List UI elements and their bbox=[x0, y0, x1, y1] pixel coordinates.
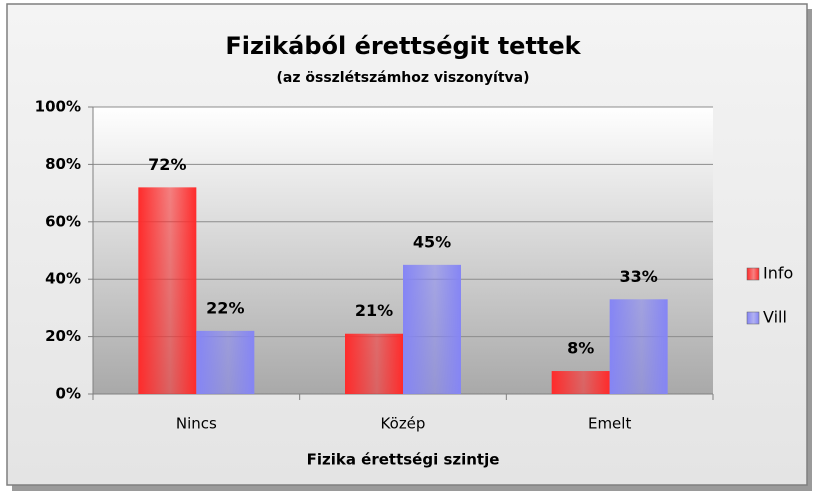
legend-label: Vill bbox=[763, 308, 787, 327]
y-tick-label: 80% bbox=[45, 155, 81, 173]
y-tick-label: 100% bbox=[35, 98, 81, 116]
y-tick-label: 20% bbox=[45, 327, 81, 345]
bar bbox=[403, 264, 461, 394]
legend-label: Info bbox=[763, 264, 793, 283]
y-tick-label: 40% bbox=[45, 270, 81, 288]
bar bbox=[345, 333, 403, 394]
legend-swatch bbox=[746, 267, 760, 281]
data-label: 8% bbox=[567, 339, 594, 358]
bar bbox=[196, 330, 255, 394]
y-tick-label: 0% bbox=[56, 385, 81, 403]
x-tick-label: Nincs bbox=[176, 415, 217, 433]
legend-swatch bbox=[746, 311, 760, 325]
data-label: 21% bbox=[355, 301, 393, 320]
bar bbox=[551, 371, 610, 394]
x-tick-label: Közép bbox=[381, 415, 426, 433]
bar bbox=[609, 299, 668, 394]
y-tick-label: 60% bbox=[45, 212, 81, 230]
chart-title: Fizikából érettségit tettek bbox=[225, 32, 581, 60]
data-label: 33% bbox=[620, 267, 658, 286]
x-axis-label: Fizika érettségi szintje bbox=[307, 451, 500, 469]
data-label: 22% bbox=[206, 298, 244, 317]
data-label: 45% bbox=[413, 232, 451, 251]
x-tick-label: Emelt bbox=[588, 415, 631, 433]
bar bbox=[138, 187, 197, 394]
data-label: 72% bbox=[148, 155, 186, 174]
chart-subtitle: (az összlétszámhoz viszonyítva) bbox=[277, 70, 530, 86]
